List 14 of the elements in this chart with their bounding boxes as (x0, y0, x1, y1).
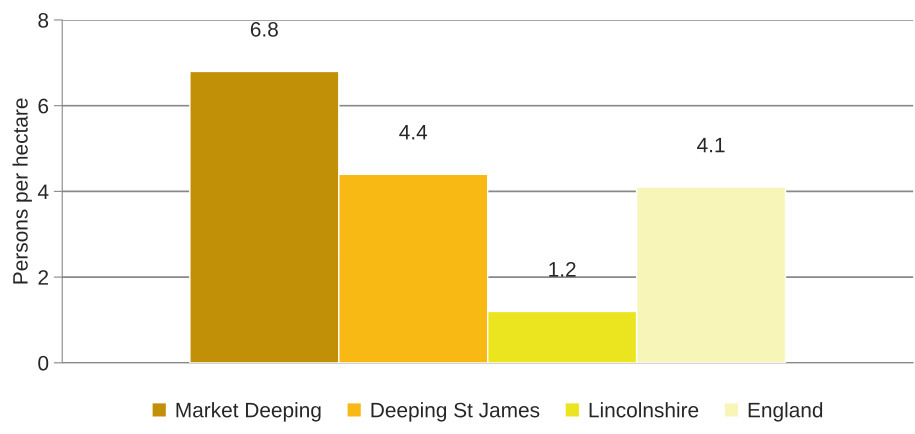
y-tick-label: 0 (38, 356, 48, 371)
data-label: 4.1 (697, 138, 725, 152)
y-axis-title: Persons per hectare (12, 98, 32, 284)
y-tick-label: 6 (38, 98, 48, 114)
legend-label: Lincolnshire (590, 402, 698, 418)
data-label: 1.2 (549, 262, 576, 277)
y-tick-label: 2 (38, 270, 48, 285)
data-label: 4.4 (399, 125, 428, 140)
y-tick-label: 8 (38, 12, 48, 28)
data-label: 6.8 (250, 22, 278, 37)
y-tick-label: 4 (38, 184, 48, 199)
legend-label: Market Deeping (176, 402, 321, 422)
legend-label: England (748, 402, 822, 422)
legend-label: Deeping St James (372, 402, 540, 422)
